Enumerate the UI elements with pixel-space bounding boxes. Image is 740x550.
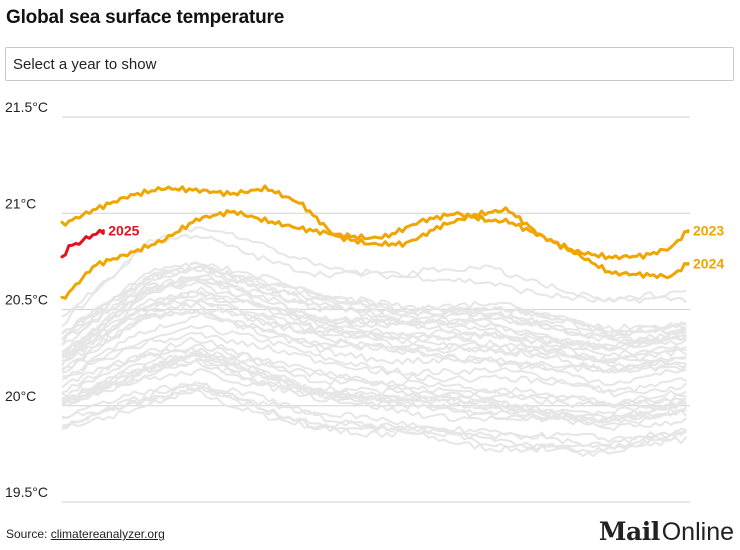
- history-year-line: [61, 299, 687, 374]
- history-year-line: [61, 290, 687, 359]
- y-tick-label: 21.5°C: [5, 99, 48, 115]
- history-year-line: [61, 353, 687, 424]
- history-year-line: [61, 301, 687, 369]
- history-year-line: [61, 281, 687, 353]
- y-tick-label: 20.5°C: [5, 292, 48, 308]
- history-year-line: [61, 368, 687, 431]
- history-year-line: [61, 261, 687, 336]
- y-tick-label: 19.5°C: [5, 484, 48, 500]
- history-year-line: [61, 262, 687, 347]
- history-year-line: [61, 357, 687, 420]
- highlight-lines: [60, 184, 690, 300]
- brand-logo-mail: Mail: [598, 517, 660, 546]
- brand-logo-online: Online: [661, 518, 734, 546]
- series-labels: 2023 2024 2025: [108, 223, 724, 272]
- year-select-label: Select a year to show: [13, 56, 157, 73]
- tick-labels: 21.5°C 21°C 20.5°C 20°C 19.5°C: [5, 99, 48, 500]
- history-year-line: [61, 307, 687, 373]
- series-label-2025: 2025: [108, 223, 139, 239]
- history-year-line: [61, 311, 687, 387]
- history-year-line: [61, 346, 687, 408]
- series-label-2023: 2023: [693, 223, 724, 239]
- y-tick-label: 20°C: [5, 388, 36, 404]
- series-line-2024: [60, 209, 690, 300]
- source-link[interactable]: climatereanalyzer.org: [50, 527, 165, 541]
- y-tick-label: 21°C: [5, 195, 36, 211]
- history-year-line: [61, 343, 687, 407]
- history-year-line: [61, 382, 688, 443]
- history-year-line: [61, 386, 687, 457]
- series-label-2024: 2024: [693, 255, 724, 271]
- history-year-line: [61, 381, 687, 451]
- page-title: Global sea surface temperature: [6, 7, 285, 28]
- source-credit: Source: climatereanalyzer.org: [6, 527, 165, 541]
- history-year-line: [61, 350, 687, 416]
- history-year-line: [61, 226, 687, 318]
- year-select-dropdown[interactable]: Select a year to show: [5, 47, 734, 81]
- brand-logo: MailOnline: [599, 517, 734, 547]
- series-line-2025: [60, 228, 105, 259]
- history-year-line: [61, 358, 687, 428]
- history-year-line: [61, 324, 687, 394]
- history-year-line: [61, 262, 687, 341]
- history-lines: [61, 226, 688, 457]
- source-prefix: Source:: [6, 527, 48, 541]
- sea-temperature-chart: 21.5°C 21°C 20.5°C 20°C 19.5°C 2023 2024 2025: [5, 99, 724, 503]
- series-line-2023: [60, 184, 690, 261]
- history-year-line: [61, 331, 687, 398]
